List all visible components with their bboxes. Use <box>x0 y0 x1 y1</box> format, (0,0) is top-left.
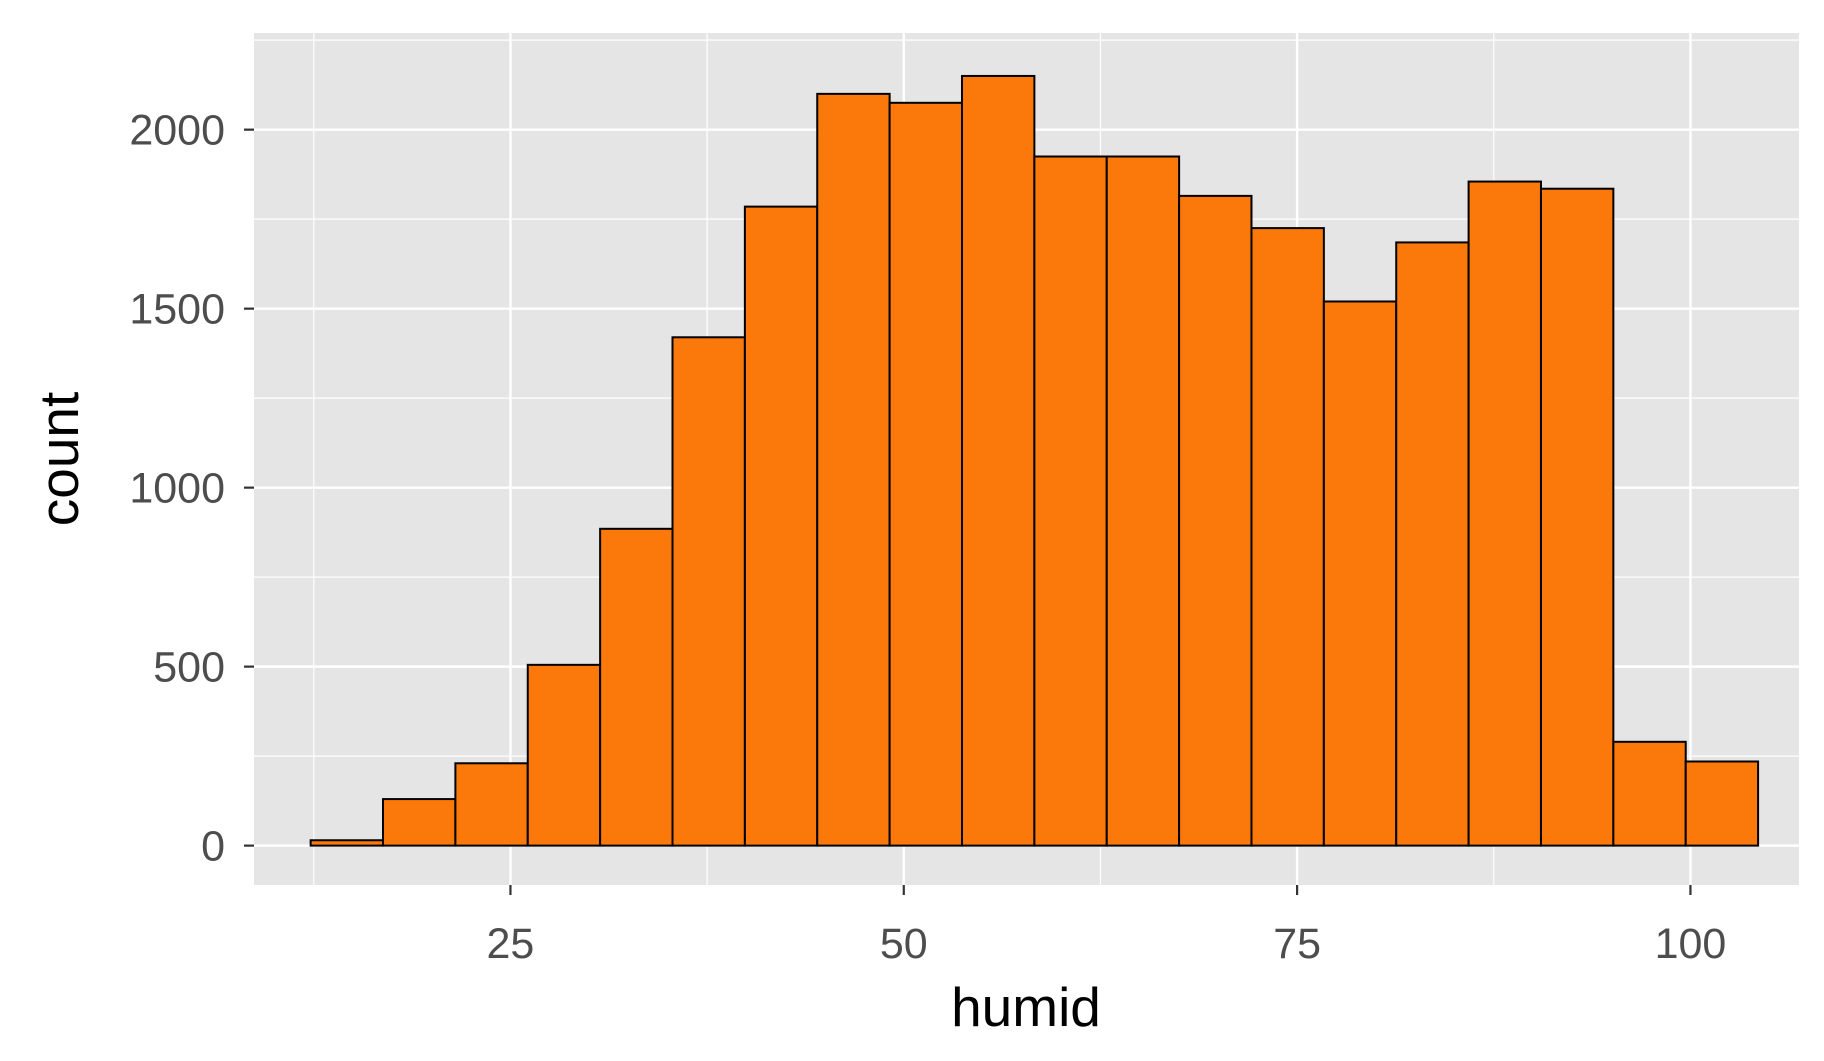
x-tick-label: 100 <box>1655 920 1727 968</box>
histogram-bar <box>743 205 819 847</box>
x-tick-label: 75 <box>1273 920 1321 968</box>
histogram-bar <box>1467 180 1542 847</box>
histogram-bar <box>888 101 963 847</box>
y-tick-label: 2000 <box>129 107 225 155</box>
x-tick-label: 50 <box>880 920 928 968</box>
histogram-bar <box>1250 227 1325 847</box>
histogram-bar <box>960 74 1036 847</box>
histogram-bar <box>816 92 891 847</box>
histogram-bar <box>1033 155 1108 847</box>
histogram-bar <box>1178 194 1253 847</box>
x-tick-label: 25 <box>487 920 535 968</box>
histogram-bar <box>454 762 529 847</box>
histogram-bar <box>1684 760 1760 847</box>
y-tick-label: 0 <box>201 823 225 871</box>
y-axis-title: count <box>28 392 90 527</box>
histogram-bar <box>1322 300 1398 847</box>
histogram-bar <box>309 839 385 847</box>
histogram-bar <box>1612 740 1687 847</box>
y-tick-label: 1000 <box>129 465 225 513</box>
y-tick-label: 1500 <box>129 286 225 334</box>
histogram-bar <box>526 663 602 847</box>
histogram-bars <box>309 74 1760 847</box>
histogram-bar <box>671 336 746 847</box>
y-tick-label: 500 <box>153 644 225 692</box>
histogram-bar <box>1539 187 1615 847</box>
histogram-bar <box>1395 241 1470 847</box>
histogram-bar <box>599 527 674 847</box>
axis-ticks <box>244 128 1692 895</box>
x-axis-title: humid <box>951 976 1101 1038</box>
histogram-bar <box>1105 155 1181 847</box>
histogram-bar <box>382 798 457 847</box>
